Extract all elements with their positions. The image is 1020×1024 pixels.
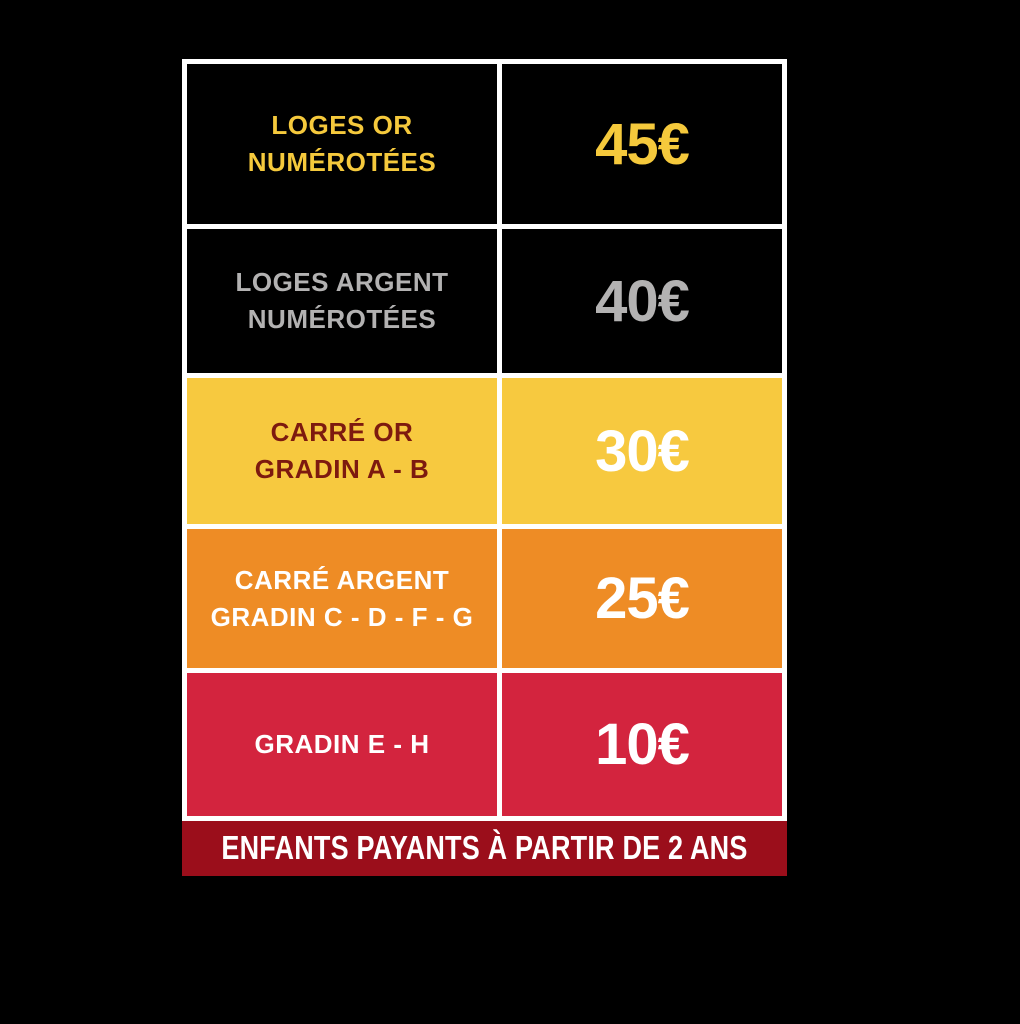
category-line: LOGES ARGENT [235,267,449,297]
category-cell-carre-or: CARRÉ OR GRADIN A - B [187,378,497,524]
category-line: NUMÉROTÉES [247,304,437,334]
category-line: GRADIN A - B [254,454,430,484]
price-value: 40€ [595,268,690,334]
price-value: 45€ [595,111,690,177]
category-line: GRADIN C - D - F - G [210,601,474,632]
category-line: GRADIN E - H [254,729,430,759]
price-cell-carre-or: 30€ [502,378,782,524]
price-value: 25€ [595,566,690,631]
price-cell-loges-argent: 40€ [502,229,782,373]
category-cell-gradin-e-h: GRADIN E - H [187,673,497,816]
price-value: 30€ [595,418,690,484]
pricing-table: LOGES OR NUMÉROTÉES 45€ LOGES ARGENT NUM… [182,59,787,821]
children-pricing-note-text: ENFANTS PAYANTS À PARTIR DE 2 ANS [221,829,748,867]
price-cell-gradin-e-h: 10€ [502,673,782,816]
category-line: CARRÉ ARGENT [234,564,450,595]
category-cell-loges-or: LOGES OR NUMÉROTÉES [187,64,497,224]
category-line: NUMÉROTÉES [247,147,437,177]
children-pricing-note: ENFANTS PAYANTS À PARTIR DE 2 ANS [182,821,787,876]
price-value: 10€ [595,712,690,777]
category-line: CARRÉ OR [270,417,414,447]
category-line: LOGES OR [271,110,413,140]
category-cell-loges-argent: LOGES ARGENT NUMÉROTÉES [187,229,497,373]
price-cell-loges-or: 45€ [502,64,782,224]
price-cell-carre-argent: 25€ [502,529,782,668]
category-cell-carre-argent: CARRÉ ARGENT GRADIN C - D - F - G [187,529,497,668]
